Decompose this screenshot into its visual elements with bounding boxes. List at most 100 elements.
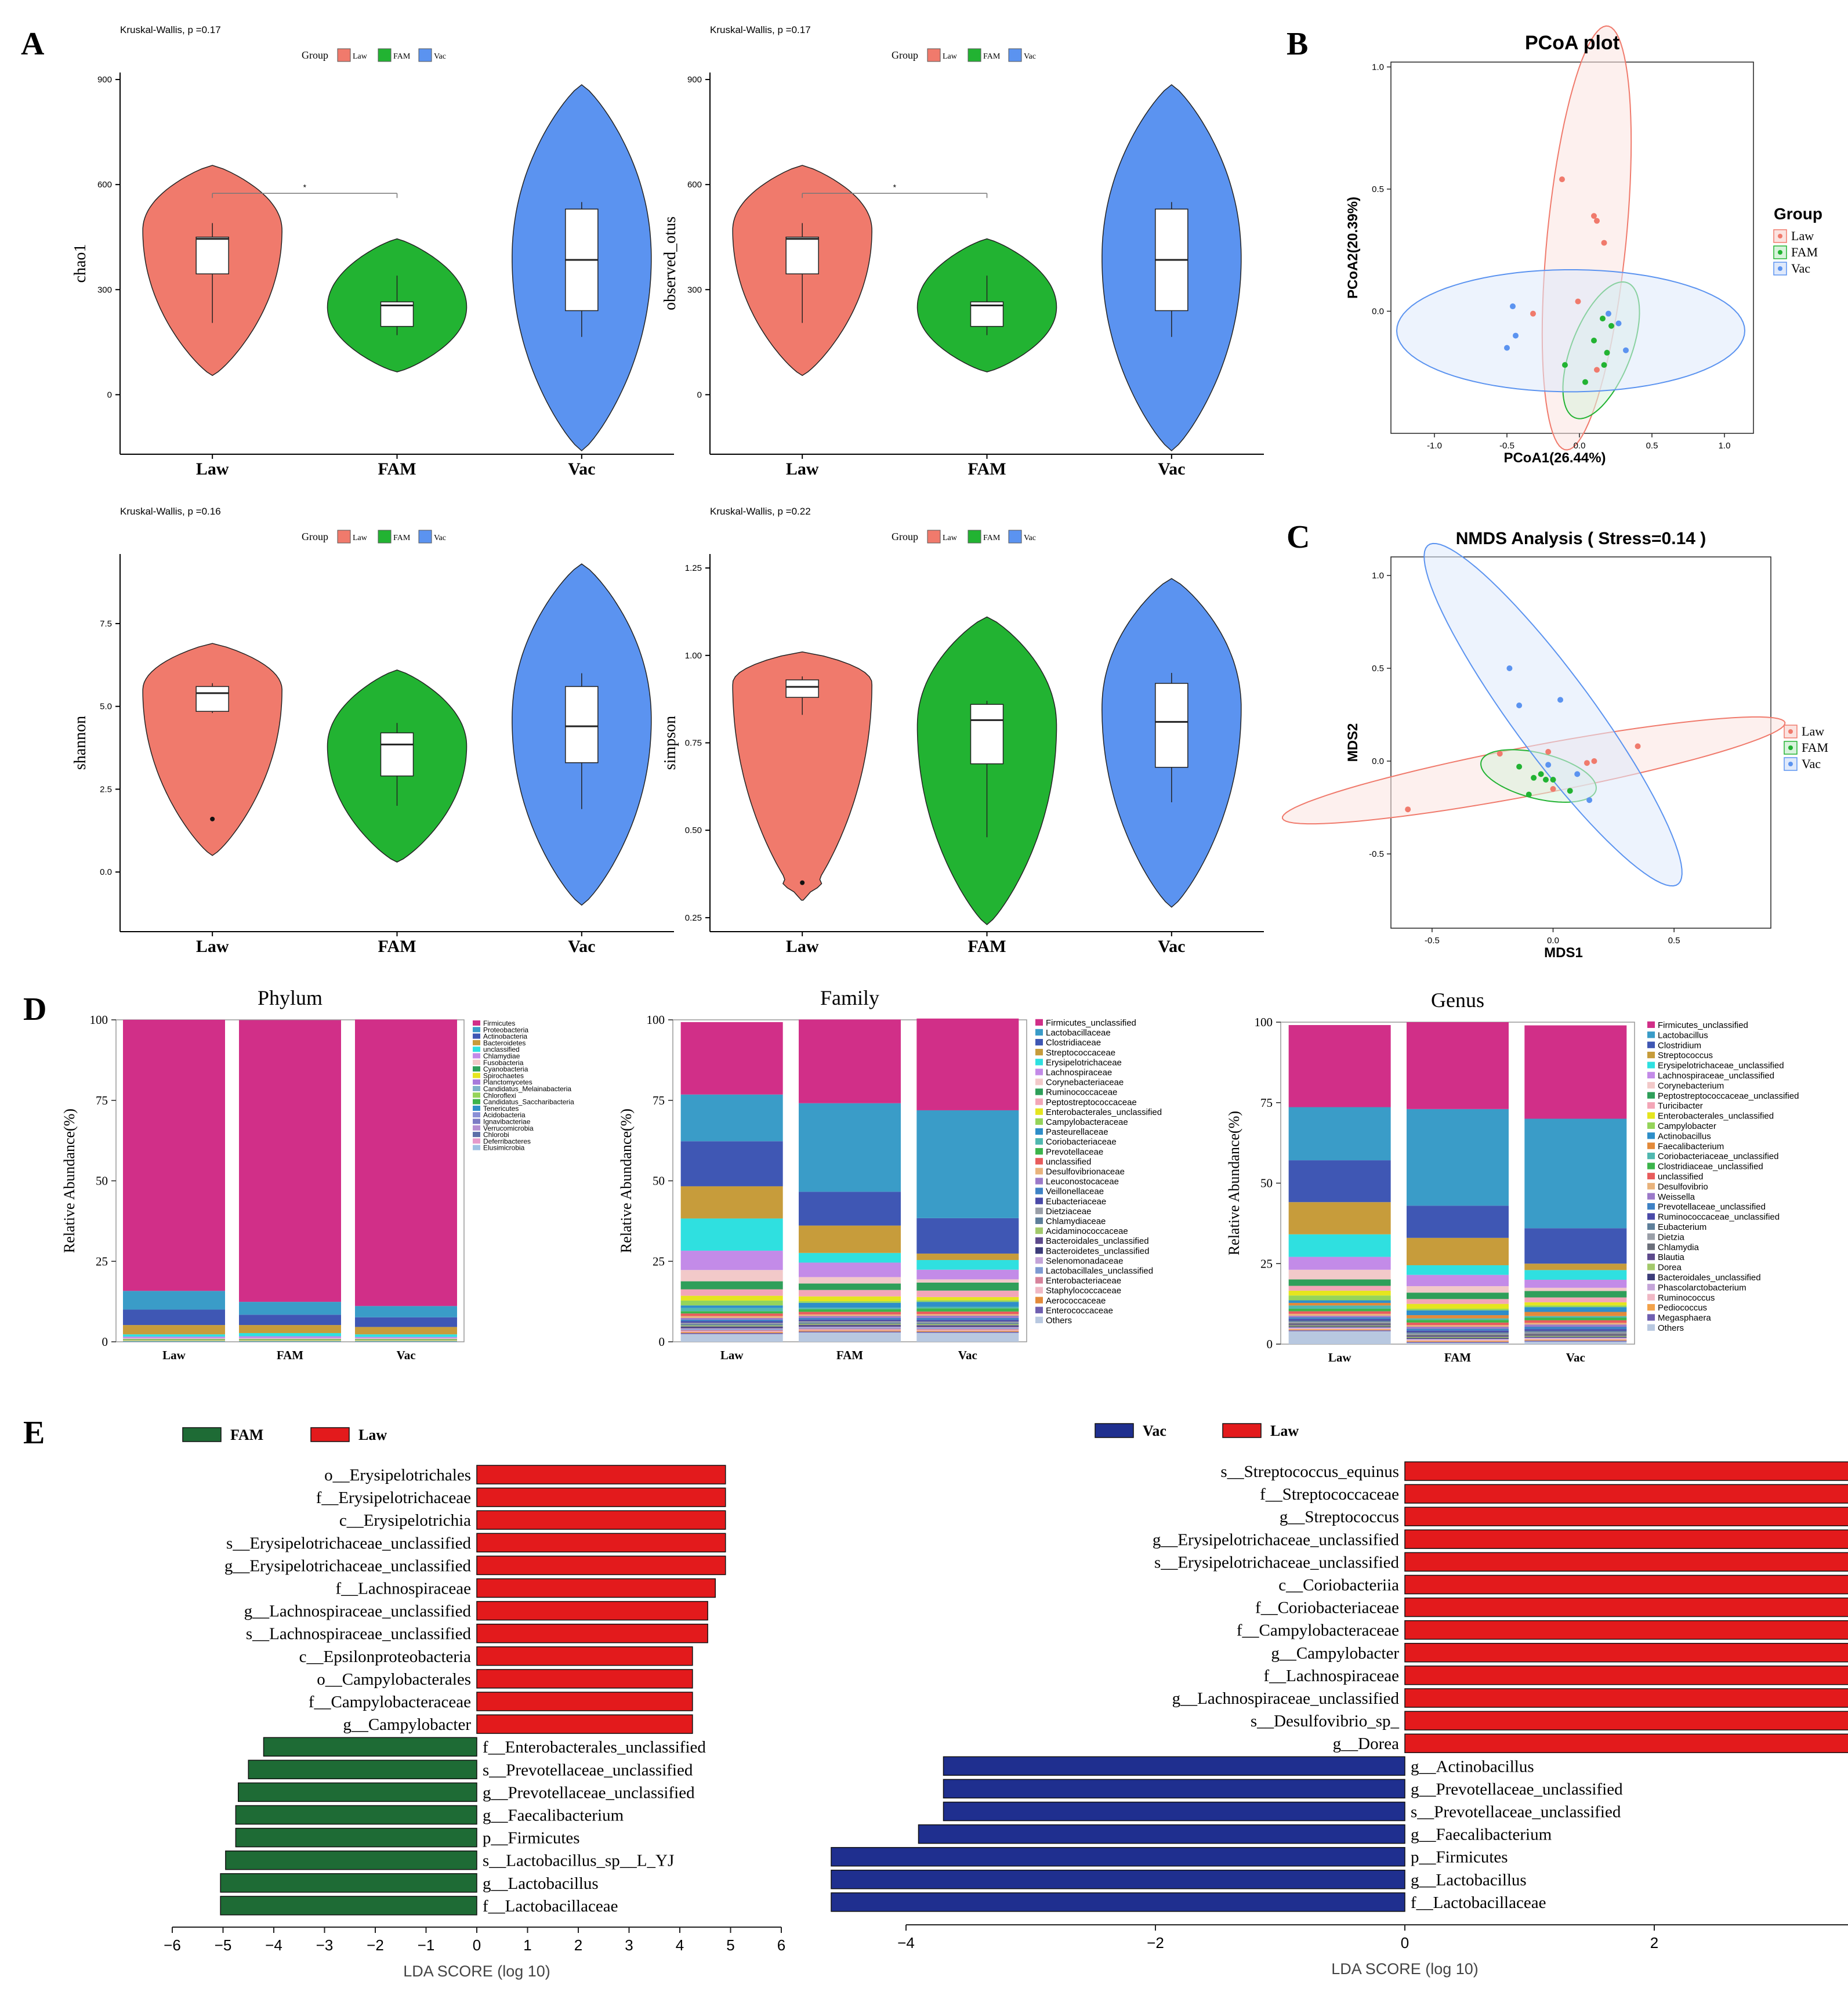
bar-segment xyxy=(123,1341,225,1342)
x-tick-label: -0.5 xyxy=(1425,936,1440,946)
legend-label: Ruminococcaceae xyxy=(1046,1088,1117,1098)
legend-label: Coriobacteriaceae_unclassified xyxy=(1658,1152,1778,1161)
y-tick-label: 600 xyxy=(687,180,702,190)
bar-segment xyxy=(123,1019,225,1291)
y-tick-label: 100 xyxy=(647,1013,665,1027)
bar-segment xyxy=(1407,1334,1509,1337)
lda-bar xyxy=(831,1892,1405,1912)
lda-bar xyxy=(1404,1507,1848,1526)
legend-label: Spirochaetes xyxy=(483,1071,524,1080)
legend-label: unclassified xyxy=(483,1045,520,1053)
bar-segment xyxy=(1407,1337,1509,1338)
legend-swatch xyxy=(473,1059,480,1065)
bar-segment xyxy=(916,1300,1019,1302)
lda-bar-label: s__Desulfovibrio_sp_ xyxy=(1251,1712,1400,1730)
legend-swatch xyxy=(473,1066,480,1072)
lda-bar-label: f__Lactobacillaceae xyxy=(483,1897,618,1916)
bar-segment xyxy=(1524,1340,1627,1342)
legend-swatch xyxy=(1035,1217,1043,1224)
lda-bar xyxy=(918,1824,1405,1844)
bar-segment xyxy=(1288,1313,1391,1316)
bar-segment xyxy=(799,1329,901,1331)
x-tick-label: Law xyxy=(1328,1350,1352,1364)
bar-segment xyxy=(1407,1318,1509,1320)
bar-segment xyxy=(1524,1280,1627,1288)
legend-swatch xyxy=(1035,1148,1043,1155)
lda-bar xyxy=(1404,1620,1848,1640)
point-law xyxy=(1559,176,1565,183)
bar-segment xyxy=(1288,1302,1391,1306)
legend-label: Lachnospiraceae xyxy=(1046,1068,1112,1078)
bar-segment xyxy=(355,1334,457,1337)
legend-dot-fam xyxy=(1788,745,1793,750)
legend-swatch-fam xyxy=(968,530,981,544)
lda-bar-label: f__Lachnospiraceae xyxy=(1264,1667,1399,1685)
x-tick-label: −6 xyxy=(164,1936,181,1954)
bar-segment xyxy=(680,1316,783,1318)
legend-swatch xyxy=(1035,1158,1043,1165)
bar-segment xyxy=(1407,1341,1509,1342)
bar-segment xyxy=(1407,1299,1509,1304)
legend-label: Acidobacteria xyxy=(483,1111,526,1119)
bar-segment xyxy=(355,1339,457,1340)
lda-bar xyxy=(476,1601,708,1621)
x-tick-label: 2 xyxy=(574,1936,582,1954)
y-tick-label: 25 xyxy=(1260,1257,1273,1270)
y-tick-label: 0.5 xyxy=(1372,664,1384,674)
bar-segment xyxy=(680,1324,783,1326)
legend-swatch xyxy=(1035,1197,1043,1204)
bar-segment xyxy=(680,1334,783,1342)
lda-bar-label: g__Campylobacter xyxy=(343,1715,471,1734)
legend-label-law: Law xyxy=(1270,1422,1299,1439)
y-axis-label: MDS2 xyxy=(1345,723,1361,762)
point-fam xyxy=(1604,350,1610,356)
x-tick-label: Vac xyxy=(1566,1350,1585,1364)
legend-swatch xyxy=(1647,1193,1655,1200)
legend-swatch xyxy=(1647,1213,1655,1220)
y-tick-label: 900 xyxy=(687,75,702,85)
bar-segment xyxy=(680,1319,783,1321)
legend-swatch xyxy=(1035,1019,1043,1026)
bar-segment xyxy=(1407,1308,1509,1310)
bar-segment xyxy=(1524,1025,1627,1119)
bar-segment xyxy=(239,1333,341,1337)
legend-swatch xyxy=(1035,1207,1043,1214)
box-vac xyxy=(565,686,599,763)
legend-swatch-vac xyxy=(1095,1423,1134,1438)
lda-bar xyxy=(476,1510,726,1530)
bar-segment xyxy=(355,1338,457,1339)
legend-label: Megasphaera xyxy=(1658,1313,1711,1323)
bar-segment xyxy=(1288,1319,1391,1321)
bar-segment xyxy=(1407,1237,1509,1266)
lda-bar xyxy=(248,1759,477,1780)
y-tick-label: 100 xyxy=(1255,1015,1273,1029)
legend-swatch xyxy=(1647,1132,1655,1139)
bar-segment xyxy=(1288,1330,1391,1331)
lda-bar xyxy=(476,1646,693,1666)
legend-label-vac: Vac xyxy=(434,534,446,542)
x-tick-label: 1.0 xyxy=(1719,441,1731,451)
lda-bar xyxy=(476,1714,693,1734)
lda-bar xyxy=(476,1465,726,1485)
legend-label: Prevotellaceae_unclassified xyxy=(1658,1202,1766,1212)
legend-label-law: Law xyxy=(353,534,368,542)
bar-segment xyxy=(916,1018,1019,1110)
y-tick-label: 25 xyxy=(96,1254,108,1268)
bar-segment xyxy=(123,1338,225,1339)
legend-swatch-fam xyxy=(182,1427,222,1442)
legend-swatch xyxy=(1035,1069,1043,1076)
legend-label: Desulfovibrio xyxy=(1658,1182,1708,1192)
bar-segment xyxy=(1288,1320,1391,1322)
legend-label: Firmicutes xyxy=(483,1019,515,1027)
x-tick-label: Vac xyxy=(1158,937,1185,956)
box-law xyxy=(195,236,229,274)
x-tick-label: -0.5 xyxy=(1499,441,1514,451)
legend-label-law: Law xyxy=(1791,229,1814,243)
lda-vac-law: Vac Law s__Streptococcus_equinus f__Strepto… xyxy=(831,1422,1848,1978)
bar-segment xyxy=(1288,1326,1391,1328)
y-tick-label: 0.0 xyxy=(100,867,112,877)
ellipse-vac xyxy=(1396,269,1746,393)
lda-bar-label: f__Enterobacterales_unclassified xyxy=(483,1738,706,1757)
bar-segment xyxy=(680,1333,783,1334)
legend-label: Others xyxy=(1658,1323,1684,1333)
